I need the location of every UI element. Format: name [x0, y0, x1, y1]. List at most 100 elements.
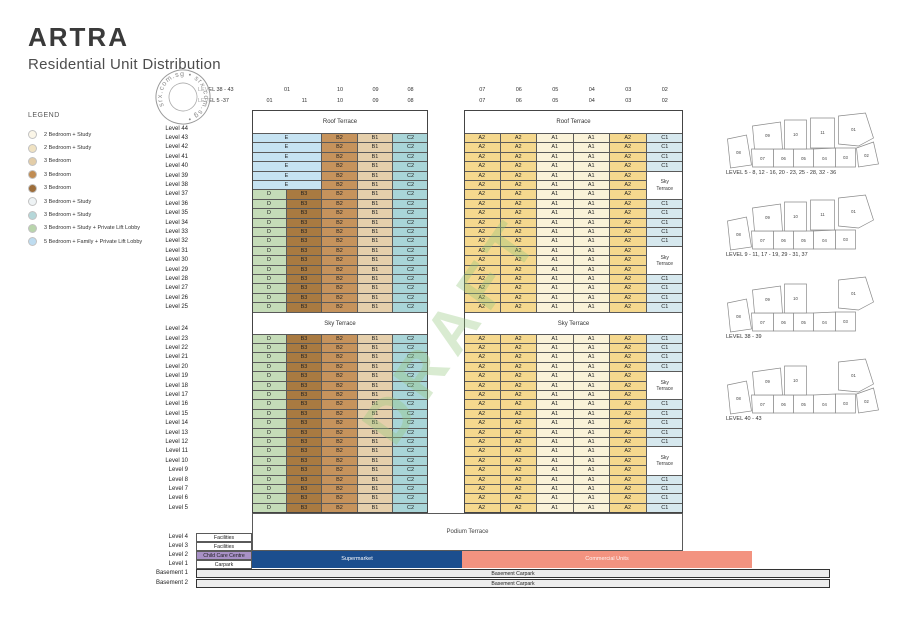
unit-cell: A2 [464, 171, 501, 181]
unit-cell: C1 [646, 143, 683, 153]
unit-cell: C2 [393, 466, 428, 476]
unit-cell: B3 [287, 190, 322, 200]
unit-cell: A2 [464, 134, 501, 144]
unit-cell: A2 [464, 447, 501, 457]
unit-cell: C2 [393, 344, 428, 354]
unit-cell: D [252, 494, 287, 504]
unit-cell: A2 [500, 293, 537, 304]
unit-cell: D [252, 409, 287, 420]
unit-cell: B1 [358, 284, 393, 294]
unit-cell: B3 [287, 246, 322, 257]
unit-cell: B1 [358, 409, 393, 420]
level-label: Level 1 [168, 561, 188, 567]
column-header-number: 08 [407, 87, 414, 93]
column-header-number: 11 [301, 98, 308, 104]
unit-cell: B1 [358, 362, 393, 373]
sky-terrace-pocket-label: Sky Terrace [656, 254, 674, 267]
unit-cell: C1 [646, 152, 683, 163]
unit-cell: A1 [537, 143, 574, 153]
unit-cell: A1 [537, 456, 574, 467]
column-header-number: 10 [336, 87, 344, 93]
level-label: Level 42 [165, 144, 188, 151]
unit-cell: A2 [500, 134, 537, 144]
unit-cell: A2 [500, 381, 537, 391]
floorplan-unit-number: 05 [801, 320, 806, 325]
unit-cell: B3 [287, 419, 322, 429]
unit-cell: C2 [393, 143, 428, 153]
unit-cell: A2 [464, 199, 501, 210]
unit-cell: B2 [322, 199, 358, 210]
unit-cell: A2 [500, 485, 537, 495]
unit-cell: C1 [646, 503, 683, 514]
unit-cell: A1 [537, 344, 574, 354]
unit-cell: A2 [500, 419, 537, 429]
unit-cell: C2 [393, 334, 428, 344]
unit-cell: B2 [322, 466, 358, 476]
unit-cell: C2 [393, 438, 428, 448]
level-label: Level 28 [165, 276, 188, 282]
unit-cell: A2 [610, 284, 647, 294]
unit-cell: A2 [464, 362, 501, 373]
floorplan-unit-number: 10 [793, 378, 798, 383]
unit-cell: C2 [393, 246, 428, 257]
legend-item: 3 Bedroom [28, 168, 142, 181]
level-label: Level 14 [165, 420, 188, 427]
unit-cell: D [252, 381, 287, 391]
unit-cell: B1 [358, 503, 393, 514]
unit-cell: C1 [646, 353, 683, 363]
floorplan-unit-number: 03 [843, 319, 848, 324]
unit-cell: C1 [646, 284, 683, 294]
floorplan-unit-number: 06 [781, 402, 786, 407]
unit-cell: A2 [464, 475, 501, 485]
legend-label: 2 Bedroom + Study [44, 145, 92, 152]
unit-cell: C1 [646, 162, 683, 172]
floorplan-unit [727, 134, 752, 169]
legend-label: 3 Bedroom [44, 185, 71, 192]
legend-label: 3 Bedroom [44, 158, 71, 165]
unit-cell: A1 [573, 503, 610, 514]
unit-cell: B2 [322, 362, 358, 373]
unit-cell: C1 [646, 419, 683, 429]
unit-cell: C1 [646, 293, 683, 304]
unit-cell: B1 [358, 228, 393, 238]
unit-cell: A2 [500, 334, 537, 344]
unit-cell: A1 [537, 256, 574, 266]
unit-cell: A2 [610, 181, 647, 191]
unit-cell: E [252, 171, 322, 181]
unit-cell: C1 [646, 199, 683, 210]
unit-cell: C2 [393, 162, 428, 172]
unit-cell: C2 [393, 152, 428, 163]
unit-cell: A1 [573, 391, 610, 401]
unit-cell: C2 [393, 391, 428, 401]
unit-cell: C2 [393, 419, 428, 429]
unit-cell: B3 [287, 400, 322, 410]
floorplan-unit-number: 03 [843, 155, 848, 160]
floorplan-unit [838, 358, 874, 393]
unit-cell: E [252, 181, 322, 191]
floorplan-unit-number: 07 [760, 320, 765, 325]
floorplan: 01 03 04 05 06 07 08 09 10 LEVEL 38 - 39 [724, 276, 882, 348]
unit-cell: C2 [393, 237, 428, 247]
floorplan: 01 02 03 04 05 06 07 08 09 10 11 LEVEL 5 - 8, 12 - … [724, 112, 882, 184]
unit-cell: B2 [322, 428, 358, 438]
unit-cell: A2 [500, 303, 537, 313]
unit-cell: A1 [573, 143, 610, 153]
legend-label: 3 Bedroom [44, 171, 71, 178]
floorplan-unit-number: 10 [793, 296, 798, 301]
floorplan-label: LEVEL 9 - 11, 17 - 19, 29 - 31, 37 [726, 252, 808, 258]
unit-cell: D [252, 303, 287, 313]
floorplan-unit-number: 02 [864, 399, 869, 404]
floorplan-unit [838, 276, 874, 311]
unit-cell: A1 [573, 293, 610, 304]
unit-cell: A2 [610, 171, 647, 181]
unit-cell: A2 [464, 419, 501, 429]
unit-cell: B1 [358, 162, 393, 172]
unit-cell: A1 [537, 134, 574, 144]
unit-cell: D [252, 391, 287, 401]
level-label: Level 24 [165, 326, 188, 333]
level-label: Level 2 [168, 552, 188, 558]
floorplan-unit-number: 04 [822, 156, 827, 161]
unit-cell: B1 [358, 428, 393, 438]
unit-cell: D [252, 265, 287, 275]
